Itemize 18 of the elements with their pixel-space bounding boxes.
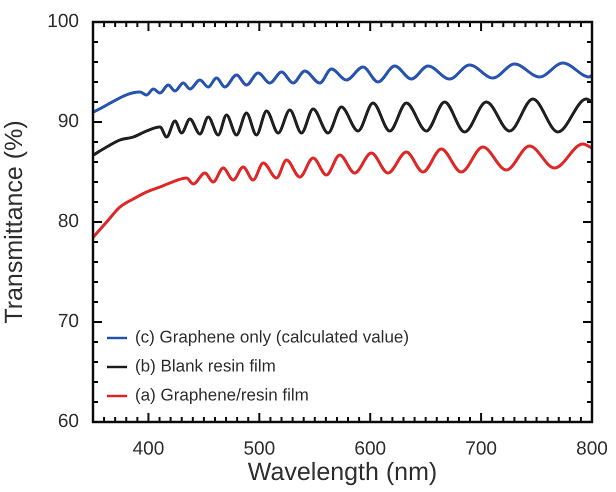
y-tick-label: 100 bbox=[47, 11, 79, 32]
y-axis-title: Transmittance (%) bbox=[0, 120, 28, 324]
line-series bbox=[93, 98, 592, 156]
legend-label: (a) Graphene/resin film bbox=[135, 386, 309, 405]
line-series bbox=[93, 142, 592, 238]
x-tick-label: 800 bbox=[576, 438, 608, 460]
legend-label: (c) Graphene only (calculated value) bbox=[135, 328, 410, 347]
y-tick-label: 70 bbox=[58, 311, 79, 332]
y-tick-label: 90 bbox=[58, 111, 79, 132]
x-tick-label: 700 bbox=[465, 438, 497, 460]
x-tick-label: 400 bbox=[132, 438, 164, 460]
x-tick-label: 500 bbox=[243, 438, 276, 460]
x-tick-label: 600 bbox=[354, 438, 386, 460]
x-axis-title: Wavelength (nm) bbox=[248, 458, 438, 486]
line-series bbox=[93, 62, 592, 114]
legend-label: (b) Blank resin film bbox=[135, 356, 276, 376]
y-tick-label: 80 bbox=[58, 211, 79, 232]
y-tick-label: 60 bbox=[58, 411, 79, 432]
